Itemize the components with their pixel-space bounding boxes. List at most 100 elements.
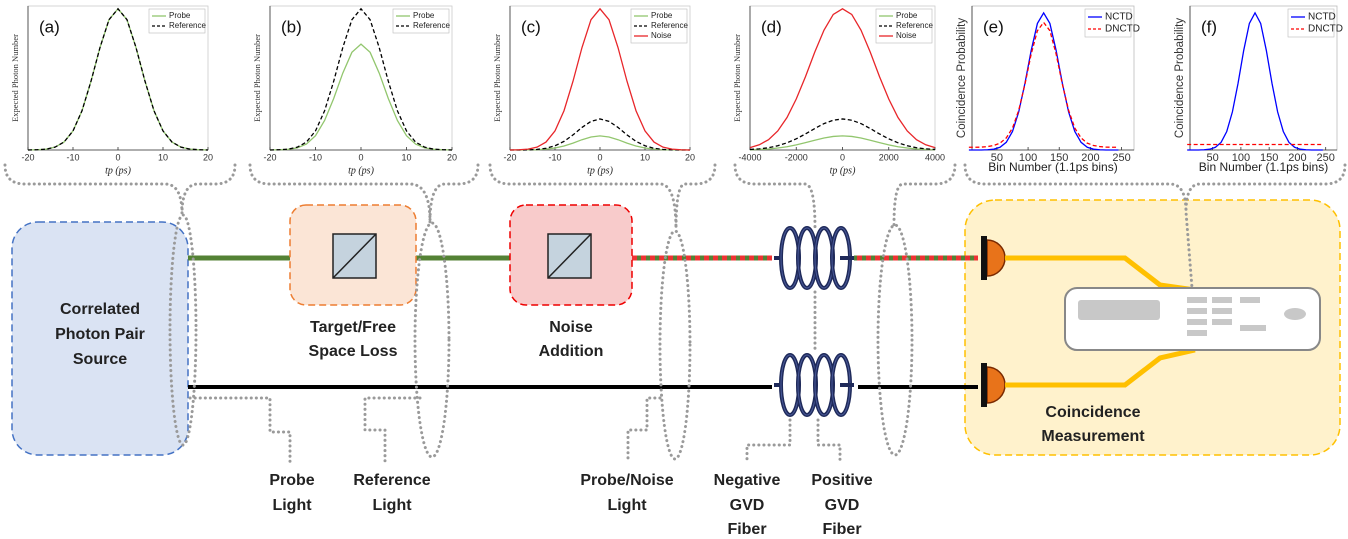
legend-box (148, 8, 206, 34)
source-label: Correlated (60, 301, 140, 318)
x-axis-label: tp (ps) (830, 165, 857, 176)
splitter-diagonal (547, 233, 592, 279)
x-tick-label: 200 (1081, 152, 1099, 164)
probe-noise-label: Probe/Noise (580, 472, 673, 489)
x-axis-label: Bin Number (1.1ps bins) (1199, 160, 1328, 174)
probe-light-label: Probe (269, 472, 314, 489)
x-tick-label: 10 (158, 152, 168, 162)
legend-label: Reference (896, 21, 933, 30)
series-line (968, 11, 1119, 151)
legend-label: Reference (413, 21, 450, 30)
source-label: Source (73, 351, 127, 368)
coincidence-label: Coincidence (1045, 404, 1140, 421)
series-line (269, 43, 453, 151)
x-tick-label: 150 (1260, 152, 1278, 164)
legend-label: Probe (651, 11, 673, 20)
noise-label: Noise (549, 319, 593, 336)
legend-label: Noise (896, 31, 917, 40)
series-line (269, 7, 453, 151)
connectors (3, 163, 1347, 464)
x-tick-label: 150 (1050, 152, 1068, 164)
x-tick-label: 100 (1232, 152, 1250, 164)
coincidence-label: Measurement (1041, 428, 1145, 445)
series-line (510, 118, 690, 151)
legend-label: Probe (413, 11, 435, 20)
x-tick-label: 50 (1206, 152, 1218, 164)
panel-label: (f) (1201, 17, 1217, 36)
x-tick-label: 10 (640, 152, 650, 162)
negative-gvd-label: Negative (714, 472, 781, 489)
source-label: Photon Pair (55, 326, 145, 343)
y-axis-label: Expected Photon Number (732, 34, 742, 122)
x-tick-label: 0 (597, 152, 602, 162)
x-tick-label: -20 (503, 152, 516, 162)
x-tick-label: 250 (1112, 152, 1130, 164)
fiber-coils (774, 226, 854, 417)
y-axis-label: Expected Photon Number (252, 34, 262, 122)
splitter-diagonal (332, 233, 377, 279)
source-box (11, 221, 189, 456)
x-tick-label: 200 (1288, 152, 1306, 164)
x-tick-label: 2000 (879, 152, 899, 162)
x-axis-label: tp (ps) (105, 165, 132, 176)
y-axis-label: Coincidence Probability (956, 18, 968, 138)
legend-box (1084, 8, 1132, 38)
noise-label: Addition (539, 343, 604, 360)
x-tick-label: 0 (840, 152, 845, 162)
x-tick-label: 20 (685, 152, 695, 162)
panel-label: (d) (761, 17, 782, 36)
loss-label: Target/Free (310, 319, 396, 336)
legend-box (392, 8, 450, 34)
series-line (968, 21, 1119, 148)
x-tick-label: -20 (21, 152, 34, 162)
x-tick-label: -10 (66, 152, 79, 162)
panel-label: (c) (521, 17, 541, 36)
series-line (749, 8, 936, 149)
legend-label: Probe (896, 11, 918, 20)
legend-label: Probe (169, 11, 191, 20)
x-tick-label: 20 (447, 152, 457, 162)
negative-gvd-label: Fiber (727, 521, 766, 538)
legend-label: NCTD (1105, 12, 1133, 23)
positive-gvd-label: GVD (825, 497, 860, 514)
x-axis-label: Bin Number (1.1ps bins) (988, 160, 1117, 174)
x-axis-label: tp (ps) (587, 165, 614, 176)
probe-light-label: Light (272, 497, 312, 514)
series-line (1187, 11, 1323, 151)
x-tick-label: 4000 (925, 152, 945, 162)
legend-label: NCTD (1308, 12, 1336, 23)
legend-label: DNCTD (1308, 24, 1343, 35)
legend-label: Noise (651, 31, 672, 40)
positive-gvd-label: Fiber (822, 521, 861, 538)
x-tick-label: 20 (203, 152, 213, 162)
panel-label: (a) (39, 17, 60, 36)
y-axis-label: Coincidence Probability (1174, 18, 1186, 138)
positive-gvd-label: Positive (811, 472, 872, 489)
x-tick-label: -2000 (785, 152, 808, 162)
y-axis-label: Expected Photon Number (492, 34, 502, 122)
negative-gvd-label: GVD (730, 497, 765, 514)
x-tick-label: 10 (401, 152, 411, 162)
time-tagger (1064, 287, 1321, 351)
x-tick-label: -10 (309, 152, 322, 162)
series-line (749, 135, 936, 151)
probe-noise-label: Light (607, 497, 647, 514)
y-axis-label: Expected Photon Number (10, 34, 20, 122)
x-tick-label: -4000 (738, 152, 761, 162)
panel-label: (e) (983, 17, 1004, 36)
legend-box (1287, 8, 1335, 38)
series-line (509, 7, 691, 151)
x-tick-label: -10 (548, 152, 561, 162)
panel-label: (b) (281, 17, 302, 36)
x-tick-label: -20 (263, 152, 276, 162)
series-line (27, 7, 209, 151)
reference-light-label: Light (372, 497, 412, 514)
x-tick-label: 0 (115, 152, 120, 162)
x-tick-label: 250 (1317, 152, 1335, 164)
loss-label: Space Loss (309, 343, 398, 360)
x-tick-label: 100 (1019, 152, 1037, 164)
detector (981, 236, 1006, 407)
legend-label: Reference (651, 21, 688, 30)
series-line (749, 118, 936, 151)
